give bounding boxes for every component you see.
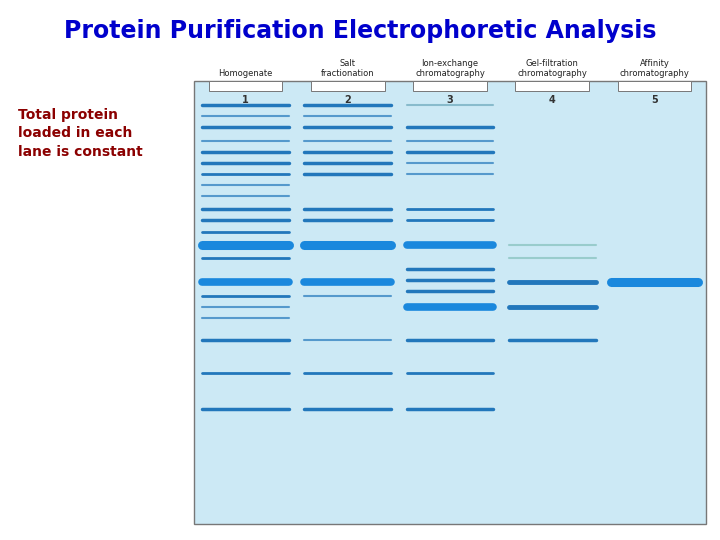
- Bar: [516, 81, 589, 91]
- Bar: [209, 81, 282, 91]
- Bar: [194, 81, 706, 524]
- Text: Salt
fractionation: Salt fractionation: [321, 59, 374, 78]
- Bar: [413, 81, 487, 91]
- Text: Homogenate: Homogenate: [218, 69, 273, 78]
- Text: Affinity
chromatography: Affinity chromatography: [619, 59, 690, 78]
- Text: 5: 5: [651, 95, 658, 105]
- Text: 4: 4: [549, 95, 556, 105]
- Text: Total protein
loaded in each
lane is constant: Total protein loaded in each lane is con…: [18, 108, 143, 159]
- Text: Gel-filtration
chromatography: Gel-filtration chromatography: [517, 59, 588, 78]
- Text: 1: 1: [242, 95, 249, 105]
- Text: Protein Purification Electrophoretic Analysis: Protein Purification Electrophoretic Ana…: [64, 19, 656, 43]
- Bar: [311, 81, 384, 91]
- Bar: [618, 81, 691, 91]
- Text: 2: 2: [344, 95, 351, 105]
- Text: Ion-exchange
chromatography: Ion-exchange chromatography: [415, 59, 485, 78]
- Text: 3: 3: [446, 95, 454, 105]
